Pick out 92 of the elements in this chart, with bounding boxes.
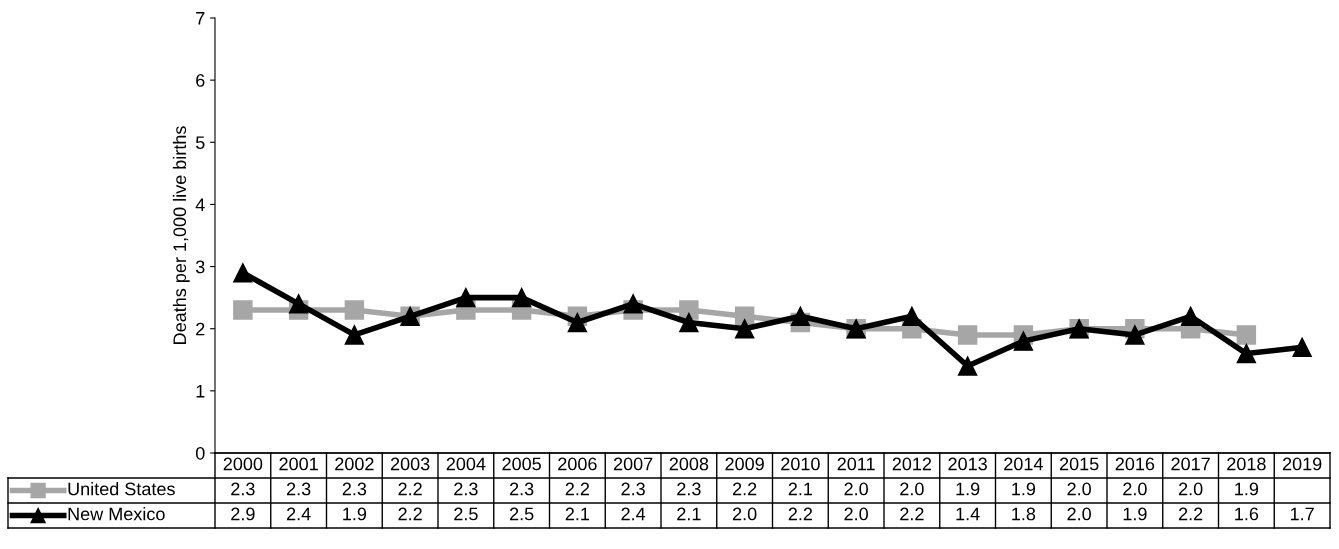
x-tick-label: 2012 bbox=[892, 457, 932, 471]
x-tick-label: 2002 bbox=[335, 457, 374, 471]
data-label: 2.1 bbox=[677, 507, 701, 521]
point bbox=[1125, 325, 1145, 345]
point bbox=[623, 294, 643, 314]
x-tick-label: 2007 bbox=[613, 457, 653, 471]
point bbox=[567, 312, 588, 333]
y-tick-label: 3 bbox=[195, 260, 205, 274]
data-label: 2.1 bbox=[788, 482, 813, 496]
x-tick-label: 2010 bbox=[781, 457, 820, 471]
point bbox=[1180, 306, 1201, 327]
point bbox=[344, 325, 365, 345]
point bbox=[1236, 343, 1257, 364]
point bbox=[1292, 337, 1312, 358]
x-tick-label: 2016 bbox=[1115, 457, 1155, 471]
data-label: 2.1 bbox=[565, 507, 590, 521]
x-tick-label: 2011 bbox=[837, 457, 875, 471]
data-label: 2.0 bbox=[1123, 482, 1147, 496]
data-label: 2.2 bbox=[732, 482, 757, 496]
point bbox=[790, 306, 811, 327]
point bbox=[511, 287, 532, 308]
data-label: 2.4 bbox=[621, 507, 646, 521]
data-label: 2.2 bbox=[900, 507, 924, 521]
legend-label: New Mexico bbox=[68, 507, 165, 521]
y-tick-label: 1 bbox=[196, 384, 205, 398]
y-tick-label: 2 bbox=[196, 322, 205, 336]
data-label: 2.0 bbox=[1067, 482, 1091, 496]
data-label: 2.3 bbox=[454, 482, 478, 496]
data-label: 2.5 bbox=[509, 507, 534, 521]
y-tick-label: 5 bbox=[195, 136, 205, 150]
data-label: 2.0 bbox=[844, 482, 868, 496]
data-label: 1.7 bbox=[1290, 507, 1314, 521]
x-tick-label: 2017 bbox=[1171, 457, 1210, 471]
point bbox=[1013, 331, 1034, 351]
y-tick-label: 6 bbox=[196, 74, 205, 87]
x-tick-label: 2015 bbox=[1059, 457, 1099, 471]
point bbox=[456, 287, 476, 308]
x-tick-label: 2018 bbox=[1227, 457, 1266, 471]
data-label: 1.9 bbox=[956, 482, 980, 496]
data-label: 2.3 bbox=[509, 482, 534, 496]
point bbox=[679, 312, 699, 333]
y-tick-label: 0 bbox=[195, 446, 205, 460]
y-tick-label: 7 bbox=[196, 12, 205, 25]
x-tick-label: 2014 bbox=[1004, 457, 1043, 471]
point bbox=[957, 356, 978, 376]
data-label: 2.2 bbox=[398, 482, 422, 496]
data-label: 2.0 bbox=[844, 507, 868, 521]
point bbox=[1236, 325, 1257, 345]
x-tick-label: 2004 bbox=[446, 457, 486, 471]
data-label: 2.4 bbox=[286, 507, 311, 521]
data-label: 1.9 bbox=[1123, 507, 1147, 521]
point bbox=[344, 300, 365, 320]
data-label: 2.3 bbox=[677, 482, 701, 496]
x-tick-label: 2001 bbox=[279, 457, 318, 471]
data-label: 2.2 bbox=[398, 507, 422, 521]
data-label: 1.9 bbox=[1235, 482, 1259, 496]
data-label: 1.9 bbox=[1012, 482, 1036, 496]
x-tick-label: 2003 bbox=[390, 457, 430, 471]
x-tick-label: 2019 bbox=[1282, 457, 1322, 471]
x-tick-label: 2005 bbox=[502, 457, 541, 471]
x-tick-label: 2000 bbox=[223, 457, 263, 471]
data-label: 2.3 bbox=[621, 482, 645, 496]
data-label: 2.3 bbox=[342, 482, 367, 496]
data-label: 1.8 bbox=[1012, 507, 1036, 521]
x-tick-label: 2009 bbox=[725, 457, 764, 471]
point bbox=[902, 306, 922, 327]
data-label: 1.9 bbox=[343, 507, 367, 521]
data-label: 1.4 bbox=[956, 507, 980, 521]
data-label: 2.0 bbox=[1178, 482, 1203, 496]
point bbox=[233, 263, 253, 283]
data-label: 2.0 bbox=[900, 482, 924, 496]
data-label: 2.0 bbox=[732, 507, 757, 521]
point bbox=[957, 325, 978, 345]
data-label: 2.2 bbox=[565, 482, 590, 496]
x-tick-label: 2006 bbox=[558, 457, 597, 471]
y-tick-label: 4 bbox=[195, 198, 205, 211]
x-tick-label: 2013 bbox=[948, 457, 987, 471]
data-label: 2.2 bbox=[788, 507, 813, 521]
point bbox=[288, 294, 309, 314]
point bbox=[679, 300, 699, 320]
data-label: 2.3 bbox=[286, 482, 311, 496]
data-label: 2.0 bbox=[1067, 507, 1091, 521]
point bbox=[734, 318, 755, 339]
x-tick-label: 2008 bbox=[669, 457, 709, 471]
data-label: 1.6 bbox=[1235, 507, 1259, 521]
data-label: 2.9 bbox=[231, 507, 255, 521]
point bbox=[233, 300, 253, 320]
data-label: 2.3 bbox=[231, 482, 255, 496]
data-label: 2.2 bbox=[1178, 507, 1203, 521]
legend-label: United States bbox=[68, 482, 175, 496]
y-axis-title: Deaths per 1,000 live births bbox=[172, 126, 190, 344]
data-label: 2.5 bbox=[454, 507, 478, 521]
